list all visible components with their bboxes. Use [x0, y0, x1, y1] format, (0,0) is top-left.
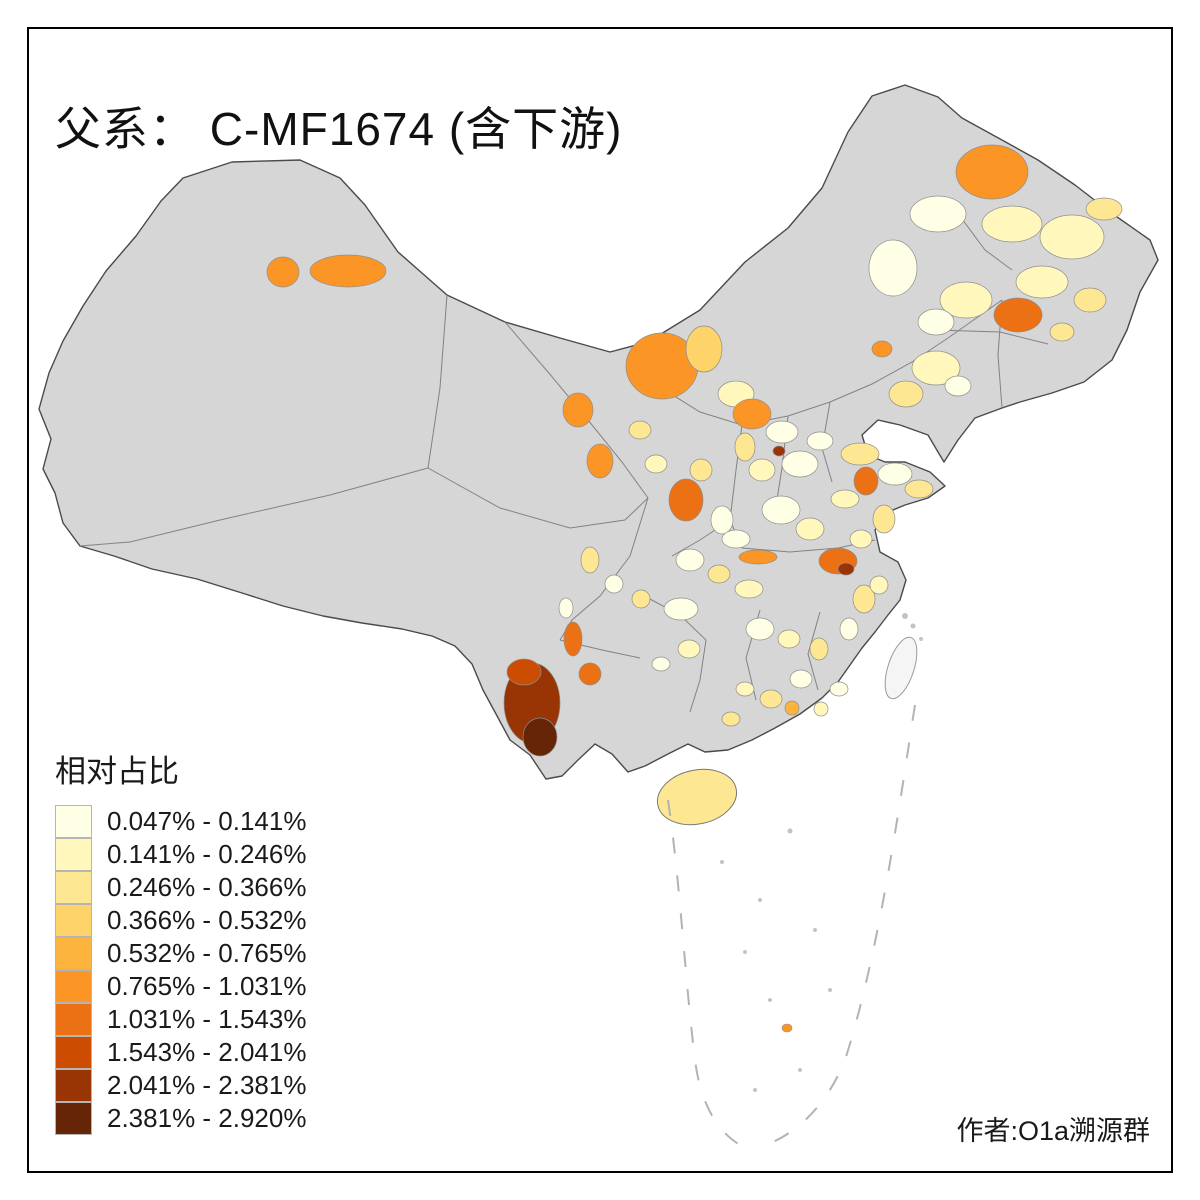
legend-item: 0.141% - 0.246% — [55, 838, 306, 871]
legend-swatch — [55, 937, 92, 970]
legend-swatch — [55, 1102, 92, 1135]
legend-label: 0.246% - 0.366% — [107, 872, 307, 902]
legend-item: 2.381% - 2.920% — [55, 1102, 306, 1135]
legend-swatch — [55, 1069, 92, 1102]
legend-label: 2.041% - 2.381% — [107, 1070, 307, 1100]
legend-item: 1.543% - 2.041% — [55, 1036, 306, 1069]
legend-swatch — [55, 871, 92, 904]
legend-item: 0.532% - 0.765% — [55, 937, 306, 970]
legend-swatch — [55, 1003, 92, 1036]
legend-label: 1.031% - 1.543% — [107, 1004, 307, 1034]
small-islands — [720, 613, 923, 1092]
legend-label: 0.366% - 0.532% — [107, 905, 307, 935]
legend-item: 0.246% - 0.366% — [55, 871, 306, 904]
figure-title: 父系： C-MF1674 (含下游) — [55, 102, 623, 155]
legend-item: 1.031% - 1.543% — [55, 1003, 306, 1036]
legend-title: 相对占比 — [55, 754, 179, 789]
sea-dashed-boundary — [667, 704, 916, 1149]
legend-item: 0.047% - 0.141% — [55, 805, 306, 838]
legend-label: 0.047% - 0.141% — [107, 806, 307, 836]
hainan-island — [656, 768, 738, 826]
legend-swatch — [55, 1036, 92, 1069]
legend-swatch — [55, 904, 92, 937]
legend-item: 0.765% - 1.031% — [55, 970, 306, 1003]
colored-islet — [781, 1023, 793, 1033]
legend-label: 1.543% - 2.041% — [107, 1037, 307, 1067]
legend-item: 2.041% - 2.381% — [55, 1069, 306, 1102]
taiwan-island — [884, 636, 918, 700]
legend-label: 2.381% - 2.920% — [107, 1103, 307, 1133]
legend: 相对占比 0.047% - 0.141% 0.141% - 0.246% 0.2… — [55, 746, 306, 1135]
legend-label: 0.532% - 0.765% — [107, 938, 307, 968]
legend-swatch — [55, 970, 92, 1003]
legend-swatch — [55, 805, 92, 838]
legend-item: 0.366% - 0.532% — [55, 904, 306, 937]
legend-label: 0.765% - 1.031% — [107, 971, 307, 1001]
legend-label: 0.141% - 0.246% — [107, 839, 307, 869]
colored-regions — [266, 144, 1123, 757]
attribution: 作者:O1a溯源群 — [956, 1116, 1150, 1146]
legend-swatch — [55, 838, 92, 871]
